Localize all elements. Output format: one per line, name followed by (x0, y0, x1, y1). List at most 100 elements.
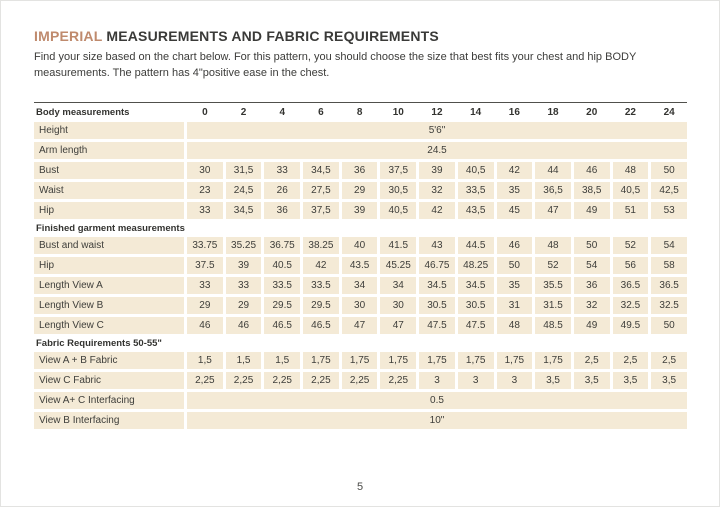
value-cell: 3,5 (573, 372, 610, 390)
value-cell: 23 (187, 182, 223, 200)
value-cell: 47.5 (457, 317, 494, 335)
size-column-header: 18 (547, 107, 559, 119)
value-cell: 36,5 (535, 182, 571, 200)
value-cell: 43.5 (341, 257, 378, 275)
value-cell: 38,5 (573, 182, 610, 200)
value-cell: 30,5 (380, 182, 417, 200)
value-cell: 46.5 (303, 317, 339, 335)
intro-text: Find your size based on the chart below.… (34, 51, 637, 79)
section-row: Fabric Requirements 50-55" (34, 337, 687, 349)
value-cell: 42,5 (651, 182, 687, 200)
value-cell: 1,75 (419, 352, 455, 370)
value-cell: 47 (535, 202, 571, 220)
data-row: Waist 23 24,5 26 27,5 29 30,5 32 33,5 35 36,5 38,5 4… (34, 182, 687, 200)
row-label: Bust (34, 162, 184, 180)
data-row: Length View B 29 29 29.5 29.5 30 30 30.5 30.5 31 3… (34, 297, 687, 315)
value-cell: 35.5 (535, 277, 571, 295)
value-cell: 32 (419, 182, 455, 200)
size-column-header: 16 (508, 107, 520, 119)
header-label: Body measurements (36, 107, 130, 119)
value-cell: 36.75 (264, 237, 301, 255)
value-cell: 34.5 (419, 277, 455, 295)
value-cell: 48 (612, 162, 649, 180)
section-header: Finished garment measurements (36, 223, 185, 235)
value-cell: 33 (187, 202, 223, 220)
value-cell: 29.5 (264, 297, 301, 315)
value-cell: 29.5 (303, 297, 339, 315)
size-column-header: 2 (240, 107, 247, 119)
value-cell: 41.5 (380, 237, 417, 255)
document-page: IMPERIAL MEASUREMENTS AND FABRIC REQUIRE… (1, 1, 719, 432)
value-cell: 1,75 (535, 352, 571, 370)
merged-value-cell: 0.5 (187, 392, 687, 410)
value-cell: 27,5 (303, 182, 339, 200)
value-cell: 24,5 (225, 182, 262, 200)
value-cell: 26 (264, 182, 301, 200)
size-column-header: 20 (586, 107, 598, 119)
value-cell: 42 (303, 257, 339, 275)
section-header: Fabric Requirements 50-55" (36, 338, 162, 350)
row-label: View B Interfacing (34, 412, 184, 430)
value-cell: 54 (573, 257, 610, 275)
size-column-header: 4 (279, 107, 285, 119)
value-cell: 32 (573, 297, 610, 315)
row-label: Arm length (34, 142, 184, 160)
data-row: Length View A 33 33 33.5 33.5 34 34 34.5 34.5 35 3… (34, 277, 687, 295)
size-column-header: 8 (356, 107, 363, 119)
merged-row: View A+ C Interfacing 0.5 (34, 392, 687, 410)
value-cell: 2,25 (187, 372, 223, 390)
value-cell: 45.25 (380, 257, 417, 275)
size-column-header: 24 (663, 107, 675, 119)
table-header-row: Body measurements 0 2 4 6 8 10 12 14 16 18 20 22 24 (34, 106, 687, 119)
value-cell: 1,5 (225, 352, 262, 370)
value-cell: 38.25 (303, 237, 339, 255)
size-chart: Body measurements 0 2 4 6 8 10 12 14 16 18 20 22 24 H… (31, 102, 687, 432)
value-cell: 46 (573, 162, 610, 180)
row-label: Length View C (34, 317, 184, 335)
value-cell: 49.5 (612, 317, 649, 335)
value-cell: 39 (419, 162, 455, 180)
value-cell: 35 (496, 182, 533, 200)
row-label: Hip (34, 257, 184, 275)
value-cell: 31,5 (225, 162, 262, 180)
data-row: Bust and waist 33.75 35.25 36.75 38.25 40 41.5… (34, 237, 687, 255)
value-cell: 3 (496, 372, 533, 390)
value-cell: 52 (612, 237, 649, 255)
value-cell: 32.5 (651, 297, 687, 315)
merged-value-cell: 10" (187, 412, 687, 430)
value-cell: 29 (225, 297, 262, 315)
value-cell: 40,5 (457, 162, 494, 180)
value-cell: 33.5 (264, 277, 301, 295)
size-column-header: 10 (392, 107, 404, 119)
size-column-header: 0 (202, 107, 208, 119)
value-cell: 30.5 (457, 297, 494, 315)
value-cell: 46.5 (264, 317, 301, 335)
value-cell: 43,5 (457, 202, 494, 220)
measurements-table: Body measurements 0 2 4 6 8 10 12 14 16 18 20 22 24 H… (31, 103, 690, 432)
data-row: View A + B Fabric 1,5 1,5 1,5 1,75 1,75 1,75 1,… (34, 352, 687, 370)
value-cell: 36 (573, 277, 610, 295)
value-cell: 34 (380, 277, 417, 295)
value-cell: 2,5 (612, 352, 649, 370)
value-cell: 33 (187, 277, 223, 295)
size-column-header: 14 (470, 107, 482, 119)
value-cell: 36 (264, 202, 301, 220)
value-cell: 1,75 (496, 352, 533, 370)
value-cell: 2,25 (303, 372, 339, 390)
value-cell: 3,5 (651, 372, 687, 390)
value-cell: 2,25 (225, 372, 262, 390)
value-cell: 39 (225, 257, 262, 275)
value-cell: 1,75 (380, 352, 417, 370)
value-cell: 30 (341, 297, 378, 315)
size-column-header: 22 (624, 107, 636, 119)
value-cell: 49 (573, 202, 610, 220)
value-cell: 45 (496, 202, 533, 220)
value-cell: 53 (651, 202, 687, 220)
row-label: View C Fabric (34, 372, 184, 390)
value-cell: 3,5 (612, 372, 649, 390)
value-cell: 30.5 (419, 297, 455, 315)
row-label: View A + B Fabric (34, 352, 184, 370)
value-cell: 46 (496, 237, 533, 255)
value-cell: 54 (651, 237, 687, 255)
value-cell: 50 (496, 257, 533, 275)
